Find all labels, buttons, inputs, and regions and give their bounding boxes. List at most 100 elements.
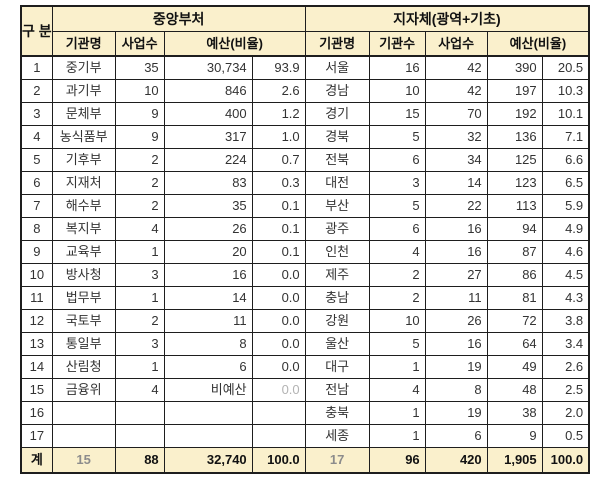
local-budget-ratio: 0.5 (541, 423, 590, 448)
central-org-name-header: 기관명 (51, 30, 116, 57)
central-budget-ratio (251, 423, 306, 448)
local-org-count: 5 (368, 331, 426, 356)
table-row: 7 해수부 2 35 0.1 부산 5 22 113 5.9 (20, 193, 590, 218)
central-budget-ratio: 0.0 (251, 262, 306, 287)
table-row: 10 방사청 3 16 0.0 제주 2 27 86 4.5 (20, 262, 590, 287)
local-org-name: 부산 (304, 193, 370, 218)
central-org-name: 농식품부 (51, 124, 116, 149)
central-org-name: 문체부 (51, 101, 116, 126)
local-budget-ratio: 10.3 (541, 78, 590, 103)
row-no: 6 (20, 170, 53, 195)
table-row: 9 교육부 1 20 0.1 인천 4 16 87 4.6 (20, 239, 590, 264)
local-budget: 136 (486, 124, 543, 149)
local-org-name: 충북 (304, 400, 370, 425)
central-budget-ratio: 1.2 (251, 101, 306, 126)
local-budget-ratio-header: 예산(비율) (486, 30, 590, 57)
row-no: 5 (20, 147, 53, 172)
local-budget: 390 (486, 55, 543, 80)
central-budget-ratio: 2.6 (251, 78, 306, 103)
table-row: 5 기후부 2 224 0.7 전북 6 34 125 6.6 (20, 147, 590, 172)
row-no: 1 (20, 55, 53, 80)
local-project-count: 16 (424, 216, 488, 241)
central-budget: 83 (163, 170, 253, 195)
row-no: 12 (20, 308, 53, 333)
central-org-name: 과기부 (51, 78, 116, 103)
local-budget: 87 (486, 239, 543, 264)
local-project-count: 22 (424, 193, 488, 218)
local-org-count: 16 (368, 55, 426, 80)
local-budget: 123 (486, 170, 543, 195)
section-header-row: 구 분 중앙부처 지자체(광역+기초) (20, 5, 590, 57)
local-project-count: 42 (424, 78, 488, 103)
central-org-name: 방사청 (51, 262, 116, 287)
central-org-name: 중기부 (51, 55, 116, 80)
local-org-name: 서울 (304, 55, 370, 80)
local-org-count: 15 (368, 101, 426, 126)
central-budget: 400 (163, 101, 253, 126)
local-budget-ratio: 4.9 (541, 216, 590, 241)
local-total-ratio: 100.0 (541, 446, 590, 474)
local-project-count: 11 (424, 285, 488, 310)
table-header: 구 분 중앙부처 지자체(광역+기초) 기관명 사업수 예산(비율) 기관명 기… (20, 5, 590, 57)
row-no: 3 (20, 101, 53, 126)
central-org-name: 교육부 (51, 239, 116, 264)
central-project-count: 3 (114, 262, 165, 287)
central-project-count: 10 (114, 78, 165, 103)
central-project-count-header: 사업수 (114, 30, 165, 57)
central-org-name: 해수부 (51, 193, 116, 218)
local-org-name: 대전 (304, 170, 370, 195)
group-column-header: 구 분 (20, 5, 53, 57)
local-project-count: 19 (424, 400, 488, 425)
central-budget-ratio-header: 예산(비율) (163, 30, 306, 57)
local-total-project-count: 420 (424, 446, 488, 474)
local-org-count: 4 (368, 377, 426, 402)
central-project-count: 1 (114, 354, 165, 379)
table-row: 4 농식품부 9 317 1.0 경북 5 32 136 7.1 (20, 124, 590, 149)
central-budget: 14 (163, 285, 253, 310)
central-budget: 846 (163, 78, 253, 103)
local-budget: 72 (486, 308, 543, 333)
local-project-count: 8 (424, 377, 488, 402)
local-budget-ratio: 4.5 (541, 262, 590, 287)
central-project-count: 35 (114, 55, 165, 80)
local-budget: 81 (486, 285, 543, 310)
local-org-count: 1 (368, 423, 426, 448)
central-budget-ratio: 0.0 (251, 377, 306, 402)
local-org-name: 대구 (304, 354, 370, 379)
central-budget-ratio: 0.7 (251, 147, 306, 172)
local-org-name: 전북 (304, 147, 370, 172)
local-org-name: 강원 (304, 308, 370, 333)
row-no: 16 (20, 400, 53, 425)
row-no: 7 (20, 193, 53, 218)
local-org-count: 10 (368, 308, 426, 333)
local-budget: 49 (486, 354, 543, 379)
local-org-name-header: 기관명 (304, 30, 370, 57)
central-project-count: 2 (114, 308, 165, 333)
central-section-header: 중앙부처 (51, 5, 306, 32)
central-budget: 20 (163, 239, 253, 264)
total-row: 계 15 88 32,740 100.0 17 96 420 1,905 100… (20, 446, 590, 474)
local-org-name: 경남 (304, 78, 370, 103)
local-project-count: 26 (424, 308, 488, 333)
local-budget-ratio: 5.9 (541, 193, 590, 218)
local-project-count: 6 (424, 423, 488, 448)
central-project-count: 2 (114, 193, 165, 218)
local-project-count: 14 (424, 170, 488, 195)
central-budget: 11 (163, 308, 253, 333)
central-budget: 35 (163, 193, 253, 218)
local-org-count: 6 (368, 147, 426, 172)
table-row: 15 금융위 4 비예산 0.0 전남 4 8 48 2.5 (20, 377, 590, 402)
central-project-count (114, 423, 165, 448)
central-budget-ratio: 0.0 (251, 285, 306, 310)
local-total-budget: 1,905 (486, 446, 543, 474)
central-budget-ratio: 93.9 (251, 55, 306, 80)
table-row: 14 산림청 1 6 0.0 대구 1 19 49 2.6 (20, 354, 590, 379)
local-project-count: 16 (424, 239, 488, 264)
local-budget: 125 (486, 147, 543, 172)
central-total-project-count: 88 (114, 446, 165, 474)
central-org-name: 통일부 (51, 331, 116, 356)
local-section-header: 지자체(광역+기초) (304, 5, 590, 32)
local-org-name: 경북 (304, 124, 370, 149)
table-body: 1 중기부 35 30,734 93.9 서울 16 42 390 20.5 2 과기부 10 846 2.… (20, 55, 590, 448)
